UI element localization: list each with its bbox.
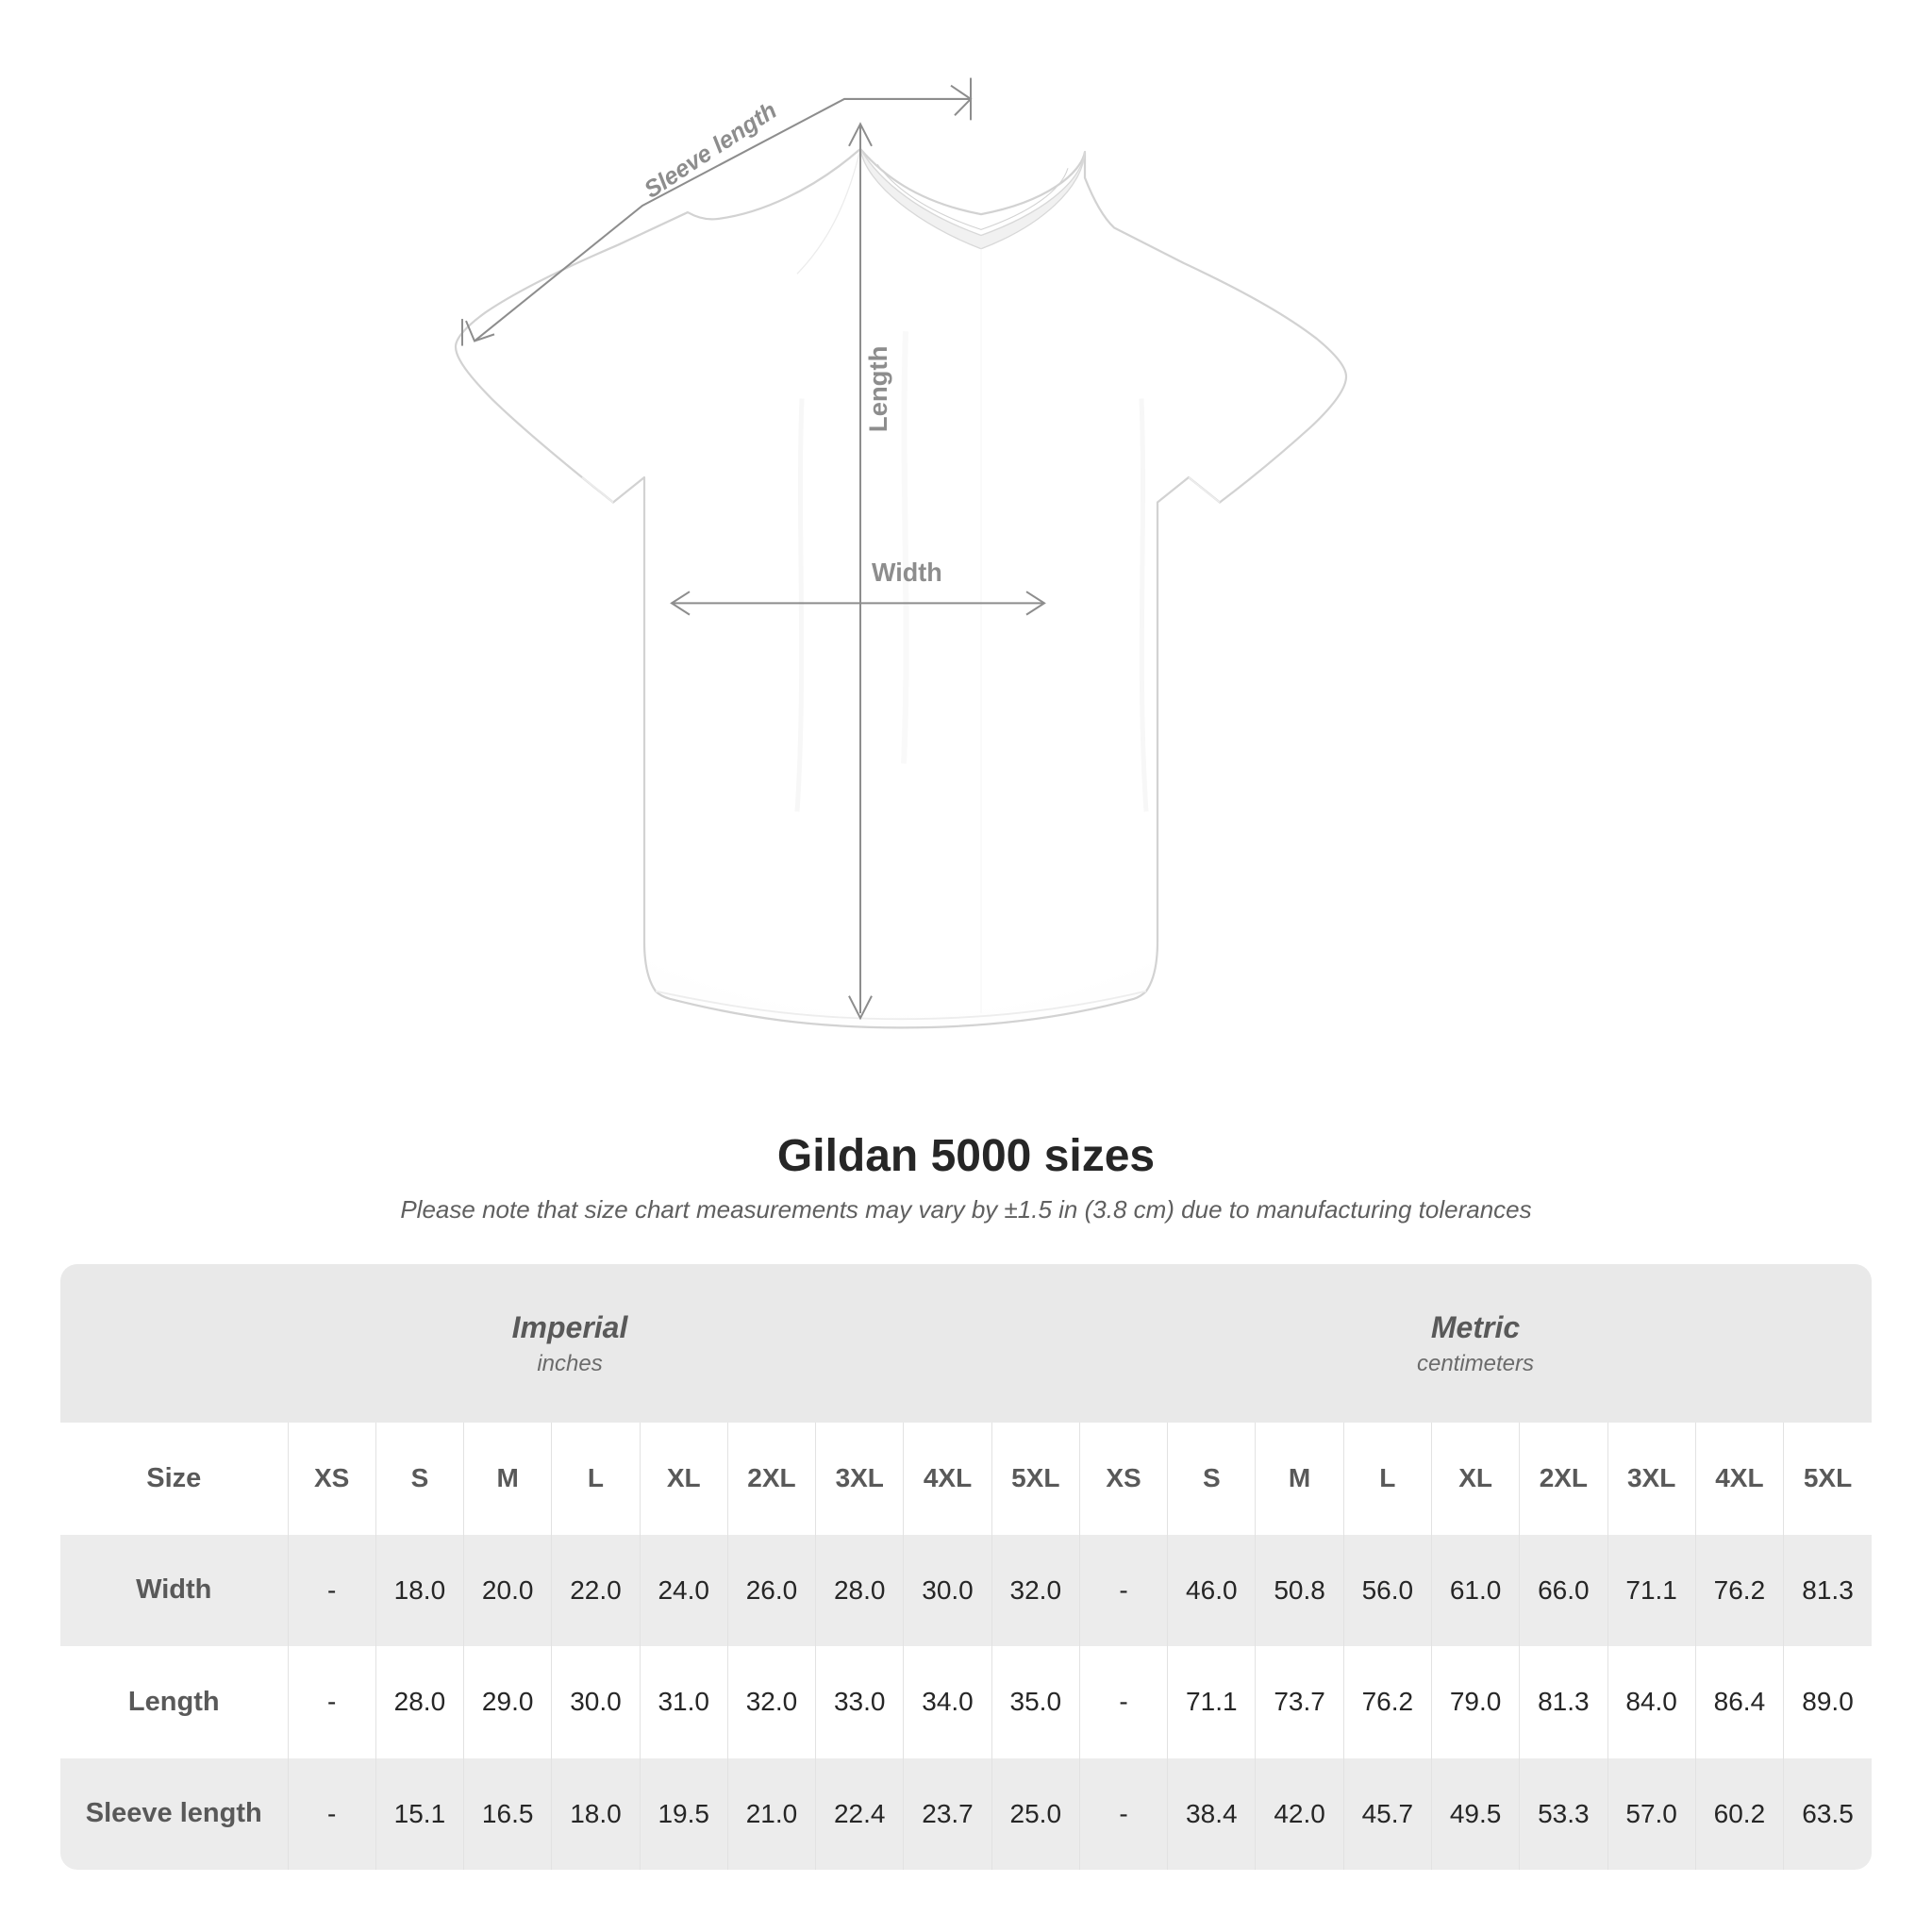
svg-text:Sleeve length: Sleeve length: [640, 97, 781, 204]
svg-text:Length: Length: [863, 346, 892, 433]
svg-text:Width: Width: [872, 558, 942, 587]
